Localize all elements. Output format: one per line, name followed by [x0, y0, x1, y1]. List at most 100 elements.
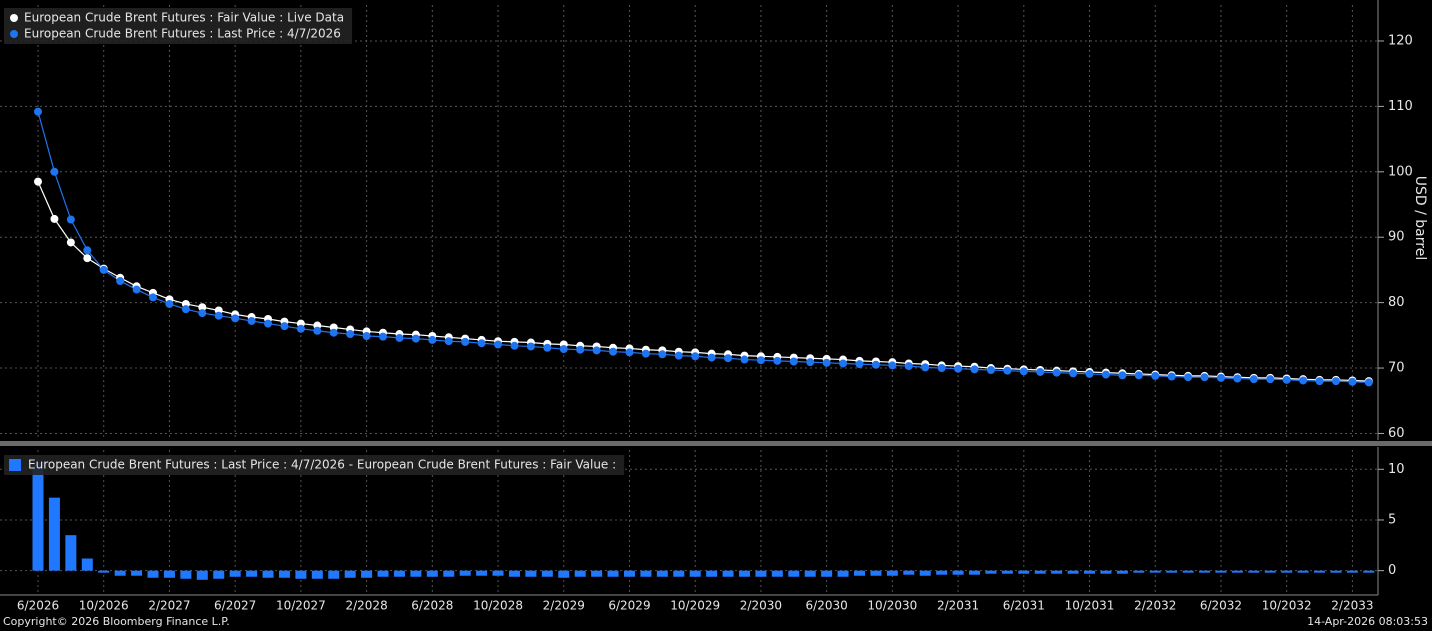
- x-tick-label: 10/2029: [670, 599, 720, 613]
- data-point: [132, 285, 141, 294]
- data-point: [346, 330, 355, 339]
- data-point: [724, 354, 733, 363]
- bar: [656, 570, 668, 577]
- x-tick-label: 10/2027: [276, 599, 326, 613]
- bar: [886, 570, 898, 576]
- bar: [131, 570, 143, 576]
- bar: [1116, 570, 1128, 574]
- bar: [410, 570, 422, 577]
- bar: [919, 570, 931, 576]
- data-point: [691, 352, 700, 361]
- data-point: [83, 246, 92, 255]
- bar: [1166, 570, 1178, 573]
- bar: [1314, 570, 1326, 573]
- y-tick-label: 70: [1388, 361, 1405, 376]
- bar: [213, 570, 225, 579]
- series-line: [37, 111, 1369, 384]
- data-point: [395, 333, 404, 342]
- bar: [640, 570, 652, 577]
- bar: [114, 570, 126, 576]
- data-point: [428, 335, 437, 344]
- bar: [476, 570, 488, 576]
- bar: [1018, 570, 1030, 574]
- data-point: [444, 337, 453, 346]
- data-point: [1299, 376, 1308, 385]
- data-point: [34, 107, 42, 116]
- data-point: [1282, 375, 1291, 384]
- data-point: [871, 360, 880, 369]
- legend-box: [4, 8, 353, 44]
- data-point: [494, 340, 503, 349]
- bar: [722, 570, 734, 577]
- data-point: [379, 332, 388, 341]
- data-point: [609, 347, 618, 356]
- bar: [541, 570, 553, 577]
- data-point: [888, 361, 897, 370]
- bar: [65, 535, 77, 571]
- bar: [48, 497, 60, 571]
- bar: [262, 570, 274, 578]
- data-point: [34, 177, 42, 186]
- x-tick-label: 6/2027: [214, 599, 256, 613]
- x-tick-label: 2/2032: [1134, 599, 1176, 613]
- legend-label: European Crude Brent Futures : Last Pric…: [24, 27, 341, 41]
- y-axis-label: USD / barrel: [1412, 176, 1428, 260]
- data-point: [116, 277, 125, 286]
- bar: [377, 570, 389, 577]
- data-point: [411, 334, 420, 343]
- bar: [706, 570, 718, 577]
- data-point: [756, 356, 765, 365]
- bar: [607, 570, 619, 577]
- data-point: [1233, 374, 1242, 383]
- data-point: [66, 238, 75, 247]
- data-point: [707, 353, 716, 362]
- bar: [837, 570, 849, 577]
- data-point: [1315, 377, 1324, 386]
- bar: [1346, 570, 1358, 573]
- bar: [1067, 570, 1079, 574]
- copyright: Copyright© 2026 Bloomberg Finance L.P.: [3, 615, 230, 628]
- bar: [952, 570, 964, 575]
- x-tick-label: 2/2028: [345, 599, 387, 613]
- data-point: [280, 322, 289, 331]
- bar: [821, 570, 833, 577]
- bar: [180, 570, 192, 579]
- bar: [278, 570, 290, 578]
- data-point: [1003, 366, 1012, 375]
- data-point: [526, 342, 535, 351]
- data-point: [477, 339, 486, 348]
- data-point: [83, 254, 92, 263]
- data-point: [1200, 373, 1209, 382]
- bar: [1084, 570, 1096, 574]
- data-point: [1151, 371, 1160, 380]
- bar: [689, 570, 701, 577]
- bar: [623, 570, 635, 577]
- bar: [738, 570, 750, 577]
- x-tick-label: 6/2031: [1003, 599, 1045, 613]
- data-point: [165, 299, 174, 308]
- data-point: [1134, 371, 1143, 380]
- data-point: [658, 350, 667, 359]
- x-tick-label: 10/2026: [79, 599, 129, 613]
- bar: [1297, 570, 1309, 573]
- bar: [870, 570, 882, 576]
- bar: [1330, 570, 1342, 573]
- bar: [295, 570, 307, 579]
- data-point: [214, 311, 223, 320]
- x-tick-label: 2/2029: [543, 599, 585, 613]
- bar: [328, 570, 340, 579]
- bar: [32, 462, 44, 571]
- bar: [1215, 570, 1227, 573]
- bar: [1001, 570, 1013, 574]
- data-point: [773, 356, 782, 365]
- x-tick-label: 10/2032: [1262, 599, 1312, 613]
- data-point: [181, 305, 190, 314]
- bar: [393, 570, 405, 577]
- data-point: [576, 345, 585, 354]
- bar: [344, 570, 356, 578]
- y-tick-label: 90: [1388, 230, 1405, 245]
- panel-divider: [0, 441, 1432, 446]
- bar: [229, 570, 241, 577]
- data-point: [247, 316, 256, 325]
